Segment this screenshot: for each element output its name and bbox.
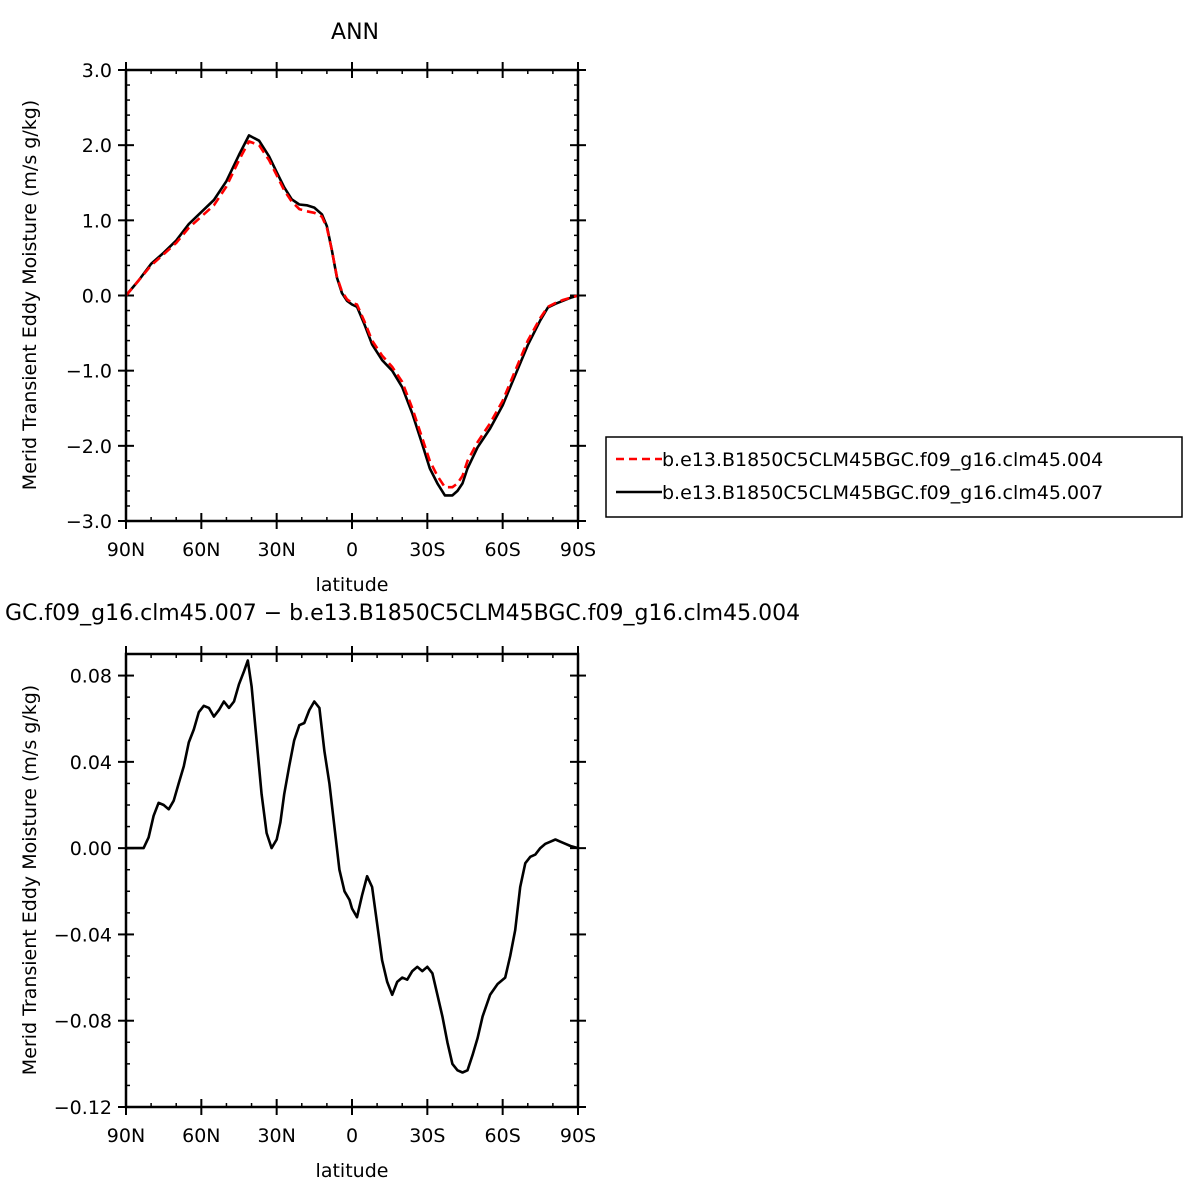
panel-2-x-tick-label: 60S [485,1125,521,1147]
panel-2-x-tick-label: 90S [560,1125,596,1147]
panel-2-x-axis-label: latitude [316,1160,389,1182]
panel-1-x-tick-label: 90N [107,539,145,561]
legend-label-series-1: b.e13.B1850C5CLM45BGC.f09_g16.clm45.004 [662,449,1103,471]
panel-2-x-tick-label: 30S [409,1125,445,1147]
panel-2-series-line-1 [126,659,579,1074]
panel-1-y-tick-label: 1.0 [82,210,112,232]
panel-1-title: ANN [331,20,379,45]
panel-2-y-tick-label: 0.00 [70,838,112,860]
panel-1-x-tick-label: 0 [346,539,358,561]
panel-1: ANN Merid Transient Eddy Moisture (m/s g… [19,20,596,596]
panel-1-series-line-1 [125,140,579,489]
panel-1-x-tick-label: 90S [560,539,596,561]
panel-1-y-axis-label: Merid Transient Eddy Moisture (m/s g/kg) [19,100,41,490]
panel-2-y-tick-label: 0.08 [70,666,112,688]
panel-1-x-ticks: 90N 60N 30N 0 30S 60S 90S [107,62,596,561]
panel-2-y-tick-label: −0.04 [54,924,112,946]
panel-1-y-tick-label: −1.0 [66,361,112,383]
panel-1-x-axis-label: latitude [316,574,389,596]
panel-1-x-tick-label: 60S [485,539,521,561]
panel-2-x-tick-label: 30N [257,1125,295,1147]
panel-2-y-tick-label: −0.12 [54,1097,112,1119]
panel-1-y-tick-label: −2.0 [66,436,112,458]
panel-1-x-tick-label: 30S [409,539,445,561]
panel-1-y-tick-label: 3.0 [82,60,112,82]
panel-2-y-axis-label: Merid Transient Eddy Moisture (m/s g/kg) [19,685,41,1075]
panel-2-x-tick-label: 60N [182,1125,220,1147]
panel-1-y-ticks: −3.0 −2.0 −1.0 0.0 1.0 2.0 3.0 [66,60,586,533]
panel-2-x-ticks: 90N 60N 30N 0 30S 60S 90S [107,646,596,1147]
legend: b.e13.B1850C5CLM45BGC.f09_g16.clm45.004 … [605,436,1183,518]
panel-2-y-tick-label: 0.04 [70,752,112,774]
panel-1-x-tick-label: 30N [257,539,295,561]
panel-1-plot-frame [124,68,580,523]
panel-1-y-tick-label: 2.0 [82,135,112,157]
panel-1-series [125,134,579,497]
legend-label-series-2: b.e13.B1850C5CLM45BGC.f09_g16.clm45.007 [662,482,1103,504]
panel-2-y-tick-label: −0.08 [54,1011,112,1033]
panel-2-plot-frame [124,652,580,1109]
panel-2: GC.f09_g16.clm45.007 − b.e13.B1850C5CLM4… [5,601,800,1182]
panel-1-y-tick-label: 0.0 [82,286,112,308]
panel-2-y-ticks: −0.12 −0.08 −0.04 0.00 0.04 0.08 [54,653,586,1119]
panel-1-y-tick-label: −3.0 [66,511,112,533]
panel-2-x-tick-label: 0 [346,1125,358,1147]
panel-2-series [126,659,579,1074]
panel-1-series-line-2 [125,134,579,497]
panel-2-x-tick-label: 90N [107,1125,145,1147]
legend-box [605,436,1183,518]
panel-2-title: GC.f09_g16.clm45.007 − b.e13.B1850C5CLM4… [5,601,800,626]
panel-1-x-tick-label: 60N [182,539,220,561]
